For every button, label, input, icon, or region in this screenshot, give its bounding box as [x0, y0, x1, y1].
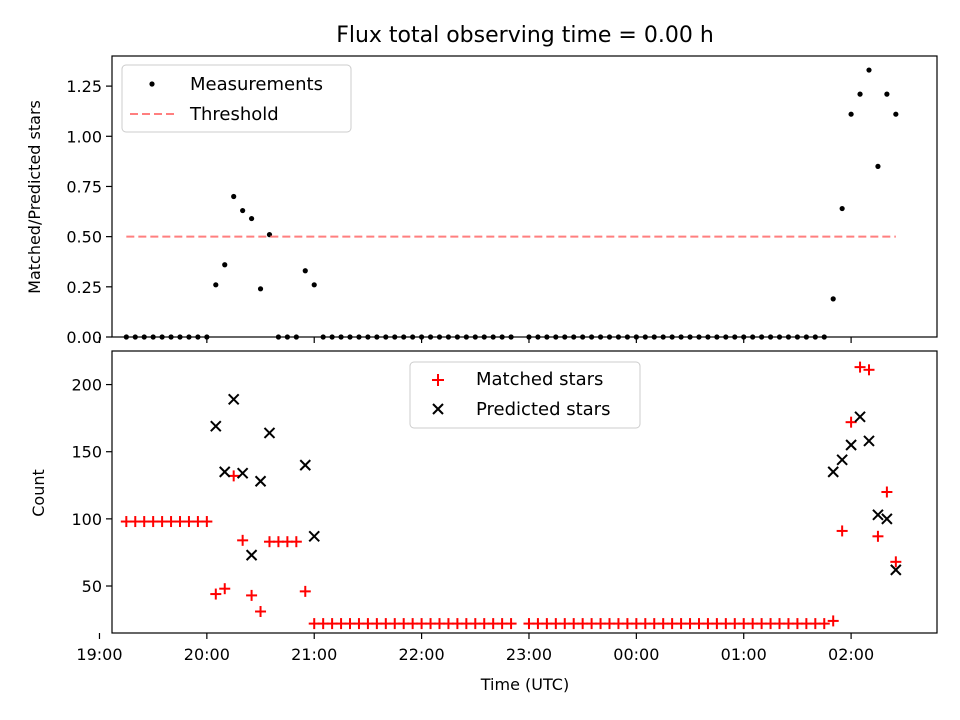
predicted-star-point [254, 475, 267, 487]
bottom-legend: Matched stars Predicted stars [409, 361, 641, 429]
matched-star-point [255, 606, 267, 618]
matched-star-point [890, 556, 902, 568]
predicted-star-point [827, 466, 839, 478]
predicted-star-point [872, 509, 884, 521]
predicted-star-point [845, 439, 857, 451]
bottom-panel-marks [120, 361, 902, 630]
bottom-x-tick-label: 19:00 [76, 645, 122, 664]
bottom-y-tick-label: 200 [71, 376, 102, 395]
legend-matched-label: Matched stars [476, 369, 603, 390]
measurement-point [302, 268, 308, 274]
predicted-star-point [219, 466, 231, 478]
top-panel: 0.00 0.25 0.50 0.75 1.00 1.25 Matched/Predict… [25, 55, 938, 347]
predicted-star-point [881, 513, 893, 525]
top-y-tick-label: 0.50 [66, 228, 102, 247]
predicted-star-point [227, 393, 240, 406]
top-legend: Measurements Threshold [121, 64, 352, 133]
measurement-point [857, 91, 863, 97]
matched-star-point [505, 618, 517, 630]
matched-star-point [210, 588, 222, 600]
predicted-star-point [308, 530, 320, 543]
bottom-x-tick-label: 02:00 [828, 645, 874, 664]
bottom-y-tick-label: 150 [71, 443, 102, 462]
measurement-point [222, 262, 228, 268]
measurement-point [839, 205, 845, 212]
predicted-star-point [836, 454, 848, 466]
matched-star-point [863, 364, 875, 376]
predicted-star-point [263, 427, 276, 439]
top-y-axis-label: Matched/Predicted stars [25, 100, 44, 294]
predicted-star-point [210, 420, 222, 432]
predicted-star-point [863, 435, 875, 447]
measurement-point [231, 193, 237, 200]
top-y-axis: 0.00 0.25 0.50 0.75 1.00 1.25 [66, 77, 112, 347]
matched-star-point [246, 589, 258, 601]
matched-star-point [201, 516, 213, 528]
measurement-point [893, 111, 899, 117]
chart-title: Flux total observing time = 0.00 h [336, 23, 714, 48]
matched-star-point [854, 361, 866, 373]
matched-star-point [845, 416, 857, 428]
top-x-axis [98, 337, 852, 343]
predicted-star-point [299, 459, 311, 471]
bottom-plot-frame [111, 350, 938, 634]
measurement-point [848, 111, 854, 117]
measurement-point [213, 282, 219, 288]
measurement-point [884, 91, 890, 97]
matched-star-point [818, 618, 830, 630]
measurement-point [866, 67, 872, 73]
predicted-star-point [245, 549, 258, 561]
bottom-y-tick-label: 100 [71, 510, 102, 529]
bottom-x-tick-label: 20:00 [184, 645, 230, 664]
matched-star-point [237, 534, 249, 546]
bottom-y-tick-label: 50 [82, 577, 102, 596]
matched-star-point [219, 583, 231, 595]
legend-measurements-marker [149, 81, 155, 87]
top-legend-box [121, 64, 352, 133]
measurement-point [311, 282, 317, 288]
matched-star-point [836, 525, 848, 537]
measurement-point [257, 286, 264, 292]
matched-star-point [872, 530, 884, 542]
measurement-point [830, 296, 836, 302]
predicted-star-point [890, 564, 902, 576]
measurement-point [875, 163, 881, 169]
matched-star-point [881, 486, 893, 498]
legend-matched-marker [432, 374, 444, 386]
bottom-legend-box [409, 361, 641, 429]
legend-measurements-label: Measurements [190, 74, 323, 95]
bottom-x-tick-label: 23:00 [506, 645, 552, 664]
bottom-x-tick-label: 00:00 [613, 645, 659, 664]
bottom-x-axis: 19:00 20:00 21:00 22:00 23:00 00:00 01:00 02:00 [76, 633, 874, 664]
bottom-x-tick-label: 21:00 [291, 645, 337, 664]
measurement-point [248, 215, 255, 222]
legend-predicted-label: Predicted stars [476, 399, 610, 420]
predicted-star-point [236, 467, 249, 479]
bottom-x-tick-label: 22:00 [399, 645, 445, 664]
bottom-y-axis: 50 100 150 200 [71, 376, 112, 596]
bottom-x-tick-label: 01:00 [721, 645, 767, 664]
top-plot-frame [111, 55, 938, 338]
x-axis-label: Time (UTC) [480, 675, 569, 694]
matched-star-point [827, 615, 839, 627]
legend-predicted-marker [432, 403, 444, 415]
bottom-panel: 50 100 150 200 19:00 20:00 21:00 22:00 23:00 00:… [29, 350, 938, 694]
legend-threshold-label: Threshold [189, 104, 279, 125]
matched-star-point [299, 585, 311, 597]
bottom-y-axis-label: Count [29, 469, 48, 517]
top-y-tick-label: 1.25 [66, 77, 102, 96]
top-y-tick-label: 0.75 [66, 177, 102, 196]
top-y-tick-label: 0.25 [66, 278, 102, 297]
top-y-tick-label: 0.00 [66, 328, 102, 347]
predicted-star-point [854, 411, 866, 423]
matched-star-point [290, 536, 302, 548]
measurement-point [240, 207, 246, 214]
top-y-tick-label: 1.00 [66, 127, 102, 146]
